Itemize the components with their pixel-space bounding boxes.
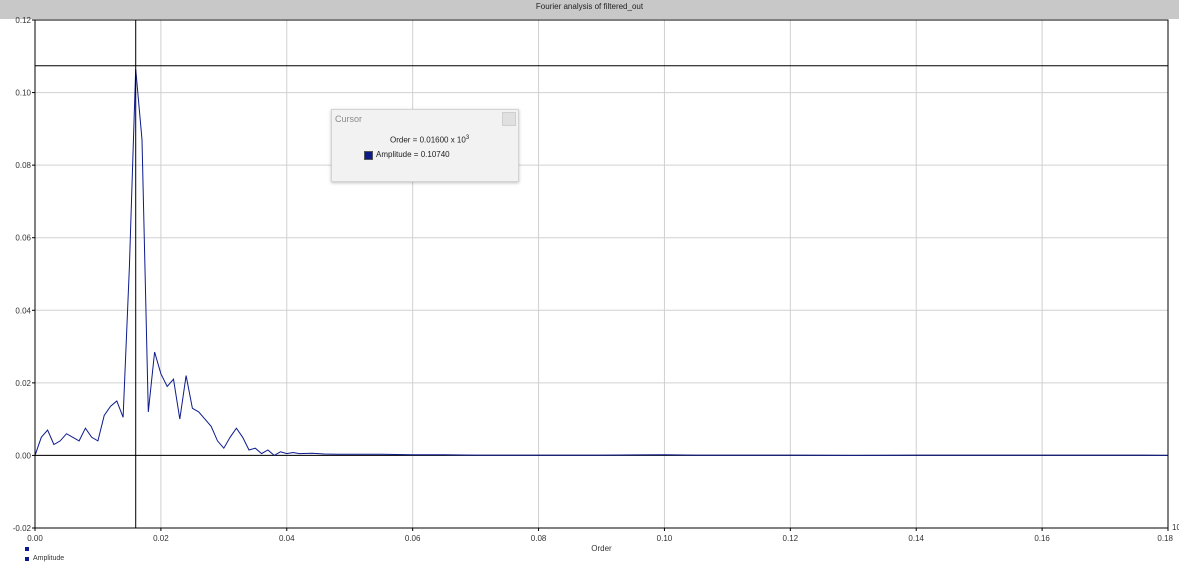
cursor-order-readout: Order = 0.01600 x 103: [390, 135, 469, 145]
cursor-crosshair[interactable]: [35, 20, 1168, 528]
close-icon[interactable]: [502, 112, 516, 126]
x-tick-label: 0.00: [27, 534, 43, 543]
x-tick-label: 0.14: [908, 534, 924, 543]
y-tick-label: 0.12: [15, 16, 31, 25]
x-tick-label: 0.12: [783, 534, 799, 543]
y-tick-label: -0.02: [13, 524, 32, 533]
legend-swatch-icon: [25, 557, 29, 561]
amplitude-swatch-icon: [364, 151, 373, 160]
x-axis-label: Order: [591, 544, 612, 553]
y-tick-label: 0.10: [15, 89, 31, 98]
series-group: [34, 68, 1169, 457]
x-tick-label: 0.02: [153, 534, 169, 543]
cursor-order-exponent: 3: [465, 135, 470, 141]
x-tick-label: 0.10: [657, 534, 673, 543]
y-tick-label: 0.06: [15, 234, 31, 243]
y-tick-label: 0.02: [15, 379, 31, 388]
y-tick-label: 0.00: [15, 451, 31, 460]
plot-frame: [34, 19, 1169, 529]
x-tick-label: 0.06: [405, 534, 421, 543]
x-tick-label: 0.08: [531, 534, 547, 543]
x-axis-multiplier: 10: [1172, 523, 1179, 532]
y-axis-ticks: -0.02 0.00 0.02 0.04 0.06 0.08 0.10 0.12: [13, 16, 35, 533]
cursor-panel-title: Cursor: [335, 114, 363, 124]
cursor-panel[interactable]: Cursor Order = 0.01600 x 103 Amplitude =…: [331, 109, 519, 182]
x-tick-label: 0.04: [279, 534, 295, 543]
window-title-bar: Fourier analysis of filtered_out: [0, 0, 1179, 19]
x-tick-label: 0.16: [1034, 534, 1050, 543]
grid-lines: [34, 19, 1169, 529]
x-tick-label: 0.18: [1157, 534, 1173, 543]
legend: Amplitude: [22, 542, 102, 563]
y-tick-label: 0.08: [15, 161, 31, 170]
series-line-amplitude: [34, 68, 1169, 457]
legend-label: Amplitude: [33, 555, 65, 562]
chart-title: Fourier analysis of filtered_out: [535, 2, 644, 11]
y-tick-label: 0.04: [15, 306, 31, 315]
x-axis-ticks: 0.00 0.02 0.04 0.06 0.08 0.10 0.12 0.14 0.16 0.18: [27, 528, 1174, 543]
legend-marker-icon: [25, 547, 29, 551]
cursor-order-text: Order = 0.01600 x 10: [390, 135, 466, 145]
cursor-amplitude-readout: Amplitude = 0.10740: [376, 150, 450, 159]
